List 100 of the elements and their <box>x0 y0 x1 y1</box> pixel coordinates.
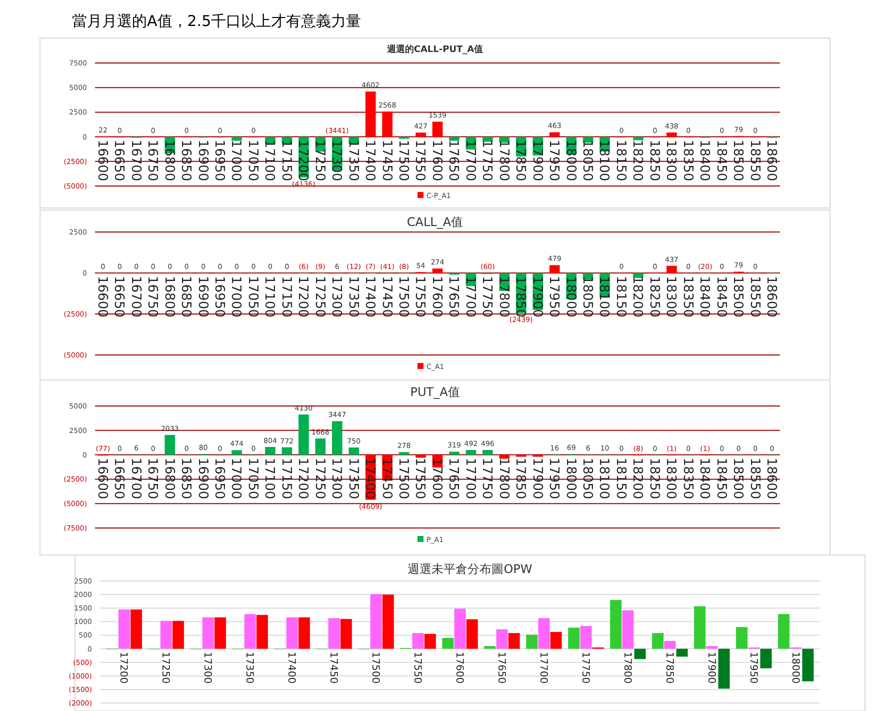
x-tick-label: 17000 <box>228 458 244 500</box>
bar <box>118 609 130 649</box>
bar <box>718 648 730 689</box>
x-tick-label: 16850 <box>178 276 194 318</box>
bar <box>214 617 226 649</box>
bar <box>499 454 510 459</box>
x-tick-label: 17850 <box>512 140 528 182</box>
bar <box>365 92 376 137</box>
x-tick-label: 17450 <box>378 140 394 182</box>
x-tick-label: 17550 <box>412 140 428 182</box>
x-tick-label: 17700 <box>462 458 478 500</box>
bar <box>549 265 560 273</box>
x-tick-label: 16650 <box>111 458 126 500</box>
x-tick-label: 17500 <box>395 276 410 318</box>
bar <box>298 414 309 455</box>
x-tick-label: 18000 <box>789 652 800 684</box>
bar <box>526 634 538 649</box>
bar <box>348 447 360 455</box>
x-tick-label: 17900 <box>705 652 716 684</box>
x-tick-label: 17200 <box>118 652 129 684</box>
bar <box>652 633 664 649</box>
bar <box>482 136 493 142</box>
x-tick-label: 16800 <box>161 276 176 318</box>
x-tick-label: 17800 <box>621 652 632 684</box>
x-tick-label: 18550 <box>746 458 762 500</box>
x-tick-label: 17250 <box>312 140 327 182</box>
x-tick-label: 18500 <box>730 276 746 318</box>
x-tick-label: 17200 <box>295 140 310 182</box>
x-tick-label: 17600 <box>428 276 444 318</box>
bar <box>538 618 550 649</box>
x-tick-label: 17100 <box>262 458 277 500</box>
x-tick-label: 18350 <box>680 276 695 318</box>
bar <box>412 633 424 649</box>
x-tick-label: 17950 <box>546 140 562 182</box>
x-tick-label: 18400 <box>696 458 712 500</box>
x-tick-label: 18000 <box>562 276 578 318</box>
x-tick-label: 17400 <box>362 140 378 182</box>
bar <box>550 632 562 649</box>
bar <box>736 627 748 649</box>
bar <box>265 446 276 455</box>
x-tick-label: 17750 <box>479 140 494 182</box>
x-tick-label: 16750 <box>144 458 160 500</box>
bar <box>282 447 292 455</box>
bar <box>676 648 688 657</box>
bar <box>164 434 176 455</box>
x-tick-label: 17850 <box>512 458 528 500</box>
x-tick-label: 17500 <box>395 458 410 500</box>
x-tick-label: 17900 <box>529 140 544 182</box>
x-tick-label: 17000 <box>228 276 244 318</box>
x-tick-label: 17350 <box>244 652 255 684</box>
x-tick-label: 16850 <box>178 458 194 500</box>
x-tick-label: 18250 <box>646 140 662 182</box>
x-tick-label: 17950 <box>546 276 562 318</box>
x-tick-label: 18150 <box>612 458 628 500</box>
bar <box>666 132 677 137</box>
x-tick-label: 17700 <box>462 140 478 182</box>
x-tick-label: 18000 <box>562 140 578 182</box>
bar <box>694 606 706 649</box>
bar <box>549 132 560 137</box>
x-tick-label: 17250 <box>160 652 171 684</box>
x-tick-label: 16850 <box>178 140 194 182</box>
bar <box>449 452 460 455</box>
bar <box>232 450 242 455</box>
x-tick-label: 16800 <box>161 140 176 182</box>
bar <box>706 646 718 649</box>
x-tick-label: 17850 <box>512 276 528 318</box>
x-tick-label: 17700 <box>462 276 478 318</box>
x-tick-label: 18300 <box>663 458 678 500</box>
x-tick-label: 18150 <box>612 140 628 182</box>
x-tick-label: 18450 <box>713 276 728 318</box>
bar <box>666 266 677 273</box>
x-tick-label: 17700 <box>537 652 548 684</box>
x-tick-label: 17400 <box>286 652 297 684</box>
bar <box>256 614 268 649</box>
x-tick-label: 17350 <box>345 140 360 182</box>
x-tick-label: 17500 <box>370 652 381 684</box>
x-tick-label: 17000 <box>228 140 244 182</box>
bar <box>416 132 426 137</box>
bar <box>370 594 382 649</box>
x-tick-label: 17100 <box>262 140 277 182</box>
x-tick-label: 17600 <box>428 140 444 182</box>
x-tick-label: 17150 <box>278 458 294 500</box>
x-tick-label: 16900 <box>194 276 210 318</box>
x-tick-label: 16900 <box>194 140 210 182</box>
x-tick-label: 18600 <box>764 140 779 182</box>
x-tick-label: 16900 <box>194 458 210 500</box>
x-tick-label: 16600 <box>94 276 110 318</box>
bar <box>286 617 298 649</box>
bar <box>482 450 493 455</box>
x-tick-label: 18300 <box>663 276 678 318</box>
x-tick-label: 17400 <box>362 458 378 500</box>
x-tick-label: 17400 <box>362 276 378 318</box>
x-tick-label: 17300 <box>328 276 344 318</box>
bar <box>232 136 242 141</box>
x-tick-label: 17900 <box>529 458 544 500</box>
x-tick-label: 17150 <box>278 140 294 182</box>
x-tick-label: 16950 <box>211 458 226 500</box>
bar <box>382 112 392 137</box>
x-tick-label: 16700 <box>128 276 143 318</box>
x-tick-label: 17800 <box>496 276 511 318</box>
